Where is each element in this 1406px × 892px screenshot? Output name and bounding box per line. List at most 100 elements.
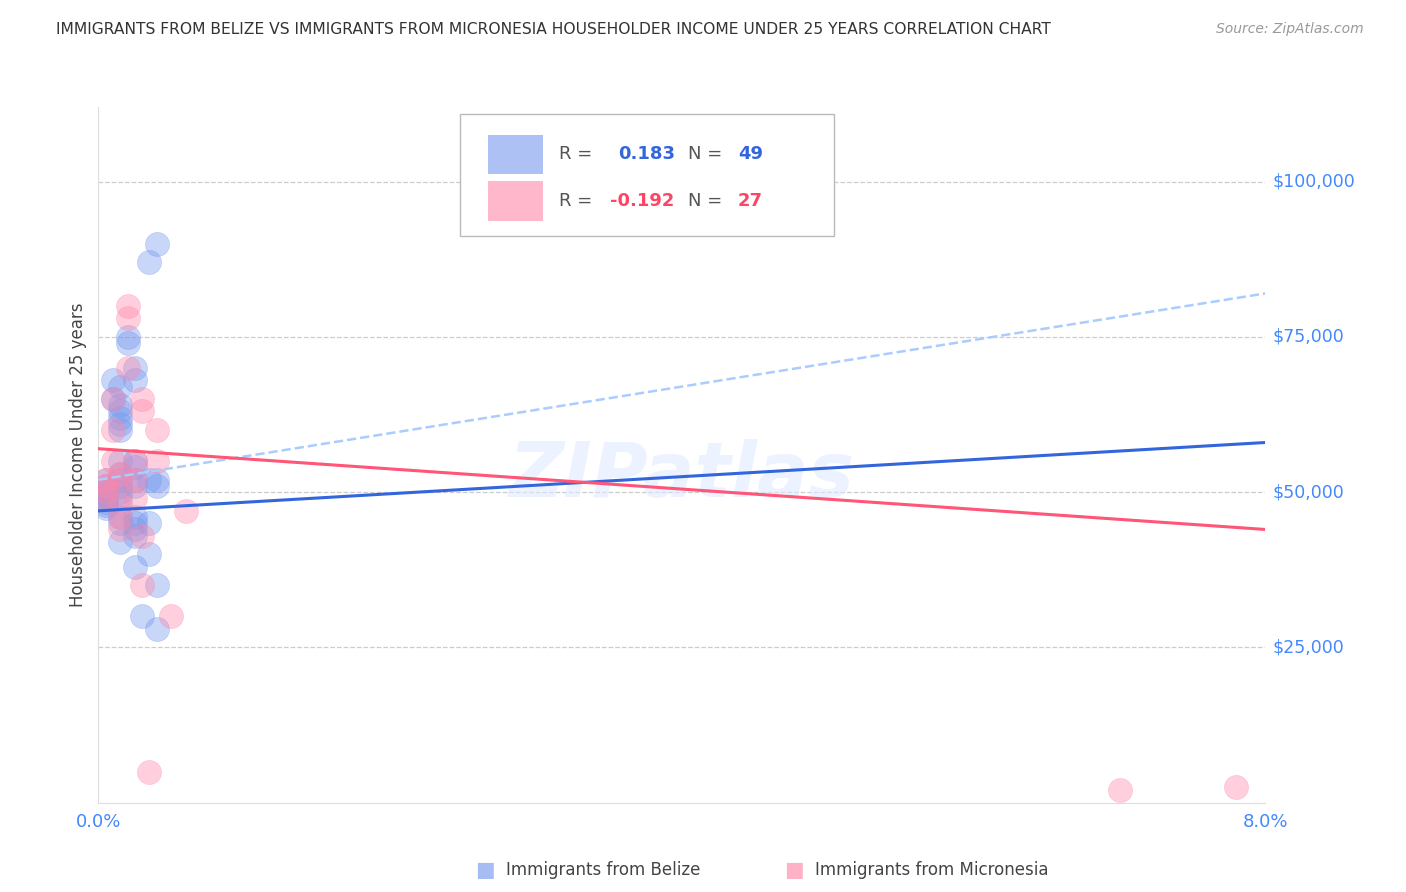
Point	[124, 523, 146, 537]
Point	[94, 498, 117, 512]
Y-axis label: Householder Income Under 25 years: Householder Income Under 25 years	[69, 302, 87, 607]
Point	[124, 559, 146, 574]
Point	[146, 479, 169, 493]
Point	[110, 510, 132, 524]
Point	[117, 360, 139, 375]
Point	[174, 504, 197, 518]
Point	[124, 479, 146, 493]
Point	[146, 423, 169, 437]
Text: -0.192: -0.192	[610, 192, 673, 210]
Point	[101, 373, 124, 387]
Point	[110, 473, 132, 487]
Text: ■: ■	[475, 860, 495, 880]
Point	[101, 392, 124, 406]
Point	[124, 516, 146, 531]
Point	[110, 485, 132, 500]
Text: Immigrants from Belize: Immigrants from Belize	[506, 861, 700, 879]
Point	[131, 578, 153, 592]
Point	[101, 423, 124, 437]
Point	[117, 336, 139, 351]
Point	[124, 491, 146, 506]
Point	[124, 473, 146, 487]
Point	[160, 609, 183, 624]
Point	[146, 622, 169, 636]
Text: ■: ■	[785, 860, 804, 880]
Point	[124, 373, 146, 387]
Point	[117, 330, 139, 344]
Text: N =: N =	[688, 145, 728, 163]
Text: $100,000: $100,000	[1272, 172, 1355, 191]
Point	[1225, 780, 1247, 795]
Point	[110, 454, 132, 468]
Point	[146, 236, 169, 251]
FancyBboxPatch shape	[460, 114, 834, 235]
Point	[117, 299, 139, 313]
Text: $25,000: $25,000	[1272, 639, 1344, 657]
Point	[146, 473, 169, 487]
Point	[94, 488, 117, 502]
Point	[110, 491, 132, 506]
Text: R =: R =	[560, 145, 599, 163]
Point	[94, 482, 117, 496]
FancyBboxPatch shape	[488, 181, 543, 221]
Point	[131, 392, 153, 406]
Point	[124, 460, 146, 475]
Point	[110, 510, 132, 524]
Point	[110, 467, 132, 481]
Text: R =: R =	[560, 192, 599, 210]
Point	[138, 547, 160, 561]
Point	[124, 454, 146, 468]
Point	[110, 467, 132, 481]
Point	[110, 404, 132, 418]
Point	[131, 609, 153, 624]
Text: 0.183: 0.183	[617, 145, 675, 163]
Point	[110, 516, 132, 531]
Point	[110, 498, 132, 512]
Point	[138, 473, 160, 487]
Point	[110, 479, 132, 493]
Point	[110, 423, 132, 437]
Point	[110, 534, 132, 549]
Text: 49: 49	[738, 145, 763, 163]
Point	[94, 473, 117, 487]
Point	[1108, 783, 1130, 797]
Point	[101, 454, 124, 468]
Text: IMMIGRANTS FROM BELIZE VS IMMIGRANTS FROM MICRONESIA HOUSEHOLDER INCOME UNDER 25: IMMIGRANTS FROM BELIZE VS IMMIGRANTS FRO…	[56, 22, 1052, 37]
Point	[94, 473, 117, 487]
Text: N =: N =	[688, 192, 728, 210]
Point	[94, 485, 117, 500]
Point	[94, 500, 117, 515]
Point	[110, 398, 132, 412]
Point	[101, 392, 124, 406]
Text: 27: 27	[738, 192, 763, 210]
Point	[146, 454, 169, 468]
Text: Source: ZipAtlas.com: Source: ZipAtlas.com	[1216, 22, 1364, 37]
Text: ZIPatlas: ZIPatlas	[509, 439, 855, 513]
Point	[124, 529, 146, 543]
Point	[146, 578, 169, 592]
Point	[110, 410, 132, 425]
Point	[110, 379, 132, 393]
Point	[94, 479, 117, 493]
Point	[94, 485, 117, 500]
Point	[110, 417, 132, 431]
Point	[138, 255, 160, 269]
Point	[94, 494, 117, 508]
Point	[124, 454, 146, 468]
Point	[124, 473, 146, 487]
Point	[94, 491, 117, 506]
Point	[94, 491, 117, 506]
Point	[131, 529, 153, 543]
Point	[138, 516, 160, 531]
Text: $50,000: $50,000	[1272, 483, 1344, 501]
Point	[117, 311, 139, 326]
Point	[138, 764, 160, 779]
Point	[110, 473, 132, 487]
Text: $75,000: $75,000	[1272, 328, 1344, 346]
Point	[124, 510, 146, 524]
Point	[124, 360, 146, 375]
Point	[131, 404, 153, 418]
Text: Immigrants from Micronesia: Immigrants from Micronesia	[815, 861, 1049, 879]
Point	[94, 479, 117, 493]
FancyBboxPatch shape	[488, 135, 543, 174]
